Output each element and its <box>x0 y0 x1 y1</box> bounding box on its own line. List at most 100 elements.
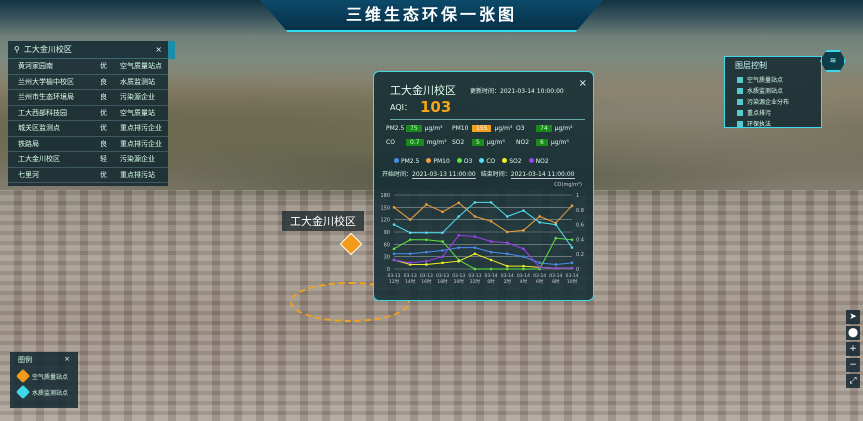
map-tool-button[interactable]: − <box>846 358 860 372</box>
data-point[interactable] <box>408 218 412 221</box>
data-point[interactable] <box>505 215 509 218</box>
legend-item-no2[interactable]: NO2 <box>528 158 549 165</box>
data-point[interactable] <box>570 238 574 242</box>
data-point[interactable] <box>522 255 525 258</box>
search-result-row[interactable]: 城关区监测点 优 重点排污企业 <box>8 121 168 137</box>
data-point[interactable] <box>441 255 444 258</box>
legend-item-co[interactable]: CO <box>479 158 495 165</box>
data-point[interactable] <box>473 246 477 249</box>
data-point[interactable] <box>538 215 541 218</box>
data-point[interactable] <box>441 261 444 265</box>
search-result-row[interactable]: 工大西部科技园 优 空气质量站 <box>8 106 168 121</box>
data-point[interactable] <box>538 261 541 265</box>
data-point[interactable] <box>457 201 461 205</box>
data-point[interactable] <box>522 247 525 251</box>
data-point[interactable] <box>425 250 428 254</box>
data-point[interactable] <box>489 267 493 271</box>
data-point[interactable] <box>408 231 412 235</box>
data-point[interactable] <box>392 223 396 226</box>
data-point[interactable] <box>570 266 574 270</box>
data-point[interactable] <box>392 206 396 209</box>
data-point[interactable] <box>489 250 493 254</box>
data-point[interactable] <box>538 266 541 269</box>
data-point[interactable] <box>473 267 477 271</box>
data-point[interactable] <box>505 241 509 244</box>
data-point[interactable] <box>505 230 509 234</box>
data-point[interactable] <box>408 238 412 242</box>
search-result-row[interactable]: 铁路局 良 重点排污企业 <box>8 137 168 152</box>
data-point[interactable] <box>570 261 574 265</box>
map-tool-button[interactable]: ➤ <box>846 310 860 324</box>
search-result-row[interactable]: 兰州市生态环境局 良 污染源企业 <box>8 90 168 106</box>
data-point[interactable] <box>489 220 493 223</box>
data-point[interactable] <box>392 247 396 251</box>
data-point[interactable] <box>425 263 428 266</box>
map-label[interactable]: 工大金川校区 <box>282 211 364 231</box>
search-result-row[interactable]: 黄河家园南 优 空气质量站点 <box>8 59 168 75</box>
legend-item-pm10[interactable]: PM10 <box>426 158 450 165</box>
end-input[interactable]: 2021-03-14 11:00:00 <box>510 171 575 179</box>
data-point[interactable] <box>554 263 558 266</box>
data-point[interactable] <box>489 201 493 204</box>
data-point[interactable] <box>505 264 509 268</box>
checkbox[interactable] <box>737 109 743 116</box>
data-point[interactable] <box>457 233 461 237</box>
data-point[interactable] <box>522 229 525 232</box>
data-point[interactable] <box>505 267 509 271</box>
search-result-row[interactable]: 兰州大学榆中校区 良 水质监测站 <box>8 75 168 90</box>
data-point[interactable] <box>473 235 477 238</box>
data-point[interactable] <box>392 258 396 262</box>
data-point[interactable] <box>425 238 428 242</box>
data-point[interactable] <box>522 264 525 268</box>
data-point[interactable] <box>392 252 396 256</box>
search-input[interactable]: 工大金川校区 <box>23 45 72 54</box>
layers-icon[interactable]: ≋ <box>820 50 846 72</box>
map-tool-button[interactable]: + <box>846 342 860 356</box>
data-point[interactable] <box>441 249 444 252</box>
data-point[interactable] <box>425 203 428 206</box>
close-icon[interactable]: × <box>64 355 70 363</box>
data-point[interactable] <box>489 240 493 243</box>
data-point[interactable] <box>457 259 461 263</box>
data-point[interactable] <box>457 246 461 249</box>
data-point[interactable] <box>425 231 428 235</box>
data-point[interactable] <box>473 201 477 204</box>
data-point[interactable] <box>522 267 525 271</box>
layer-item[interactable]: 水质监测站点 <box>725 85 821 96</box>
checkbox[interactable] <box>737 120 743 127</box>
search-result-row[interactable]: 工大金川校区 轻 污染源企业 <box>8 152 168 168</box>
layer-item[interactable]: 空气质量站点 <box>725 74 821 85</box>
map-tool-button[interactable]: ⬤ <box>846 326 860 340</box>
data-point[interactable] <box>570 246 574 249</box>
collapse-tab[interactable] <box>168 41 175 59</box>
data-point[interactable] <box>441 210 444 214</box>
legend-item-o3[interactable]: O3 <box>456 158 472 165</box>
legend-item-so2[interactable]: SO2 <box>502 158 522 165</box>
data-point[interactable] <box>408 261 412 265</box>
layer-item[interactable]: 环保执法 <box>725 118 821 129</box>
data-point[interactable] <box>457 215 461 218</box>
search-result-row[interactable]: 七里河 优 重点排污站 <box>8 168 168 183</box>
data-point[interactable] <box>538 221 541 224</box>
start-input[interactable]: 2021-03-13 11:00:00 <box>412 171 476 179</box>
layer-item[interactable]: 污染源企业分布 <box>725 96 821 107</box>
data-point[interactable] <box>554 223 558 226</box>
data-point[interactable] <box>554 266 558 270</box>
data-point[interactable] <box>441 240 444 243</box>
legend-item-pm25[interactable]: PM2.5 <box>394 158 419 165</box>
data-point[interactable] <box>489 258 493 262</box>
data-point[interactable] <box>554 236 558 240</box>
data-point[interactable] <box>570 204 574 207</box>
checkbox[interactable] <box>737 87 743 94</box>
checkbox[interactable] <box>737 98 743 105</box>
data-point[interactable] <box>408 252 412 256</box>
checkbox[interactable] <box>737 76 743 83</box>
close-icon[interactable]: × <box>155 45 162 54</box>
data-point[interactable] <box>505 252 509 256</box>
data-point[interactable] <box>473 215 477 218</box>
layer-item[interactable]: 重点排污 <box>725 107 821 118</box>
map-tool-button[interactable]: ⤢ <box>846 374 860 388</box>
data-point[interactable] <box>441 231 444 235</box>
data-point[interactable] <box>473 252 477 256</box>
data-point[interactable] <box>425 259 428 263</box>
